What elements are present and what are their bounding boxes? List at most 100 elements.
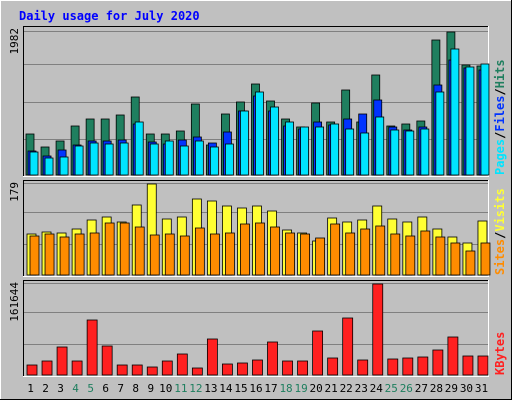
x-tick-label: 14 (219, 382, 233, 395)
bar-kbytes (86, 319, 98, 376)
bar-sites (240, 223, 250, 276)
bar-pages (330, 123, 340, 176)
x-tick-label: 15 (234, 382, 247, 395)
bar-pages (59, 156, 69, 176)
bar-kbytes (342, 317, 354, 376)
bar-sites (465, 250, 476, 276)
bar-sites (134, 226, 145, 276)
bar-kbytes (237, 362, 248, 376)
bar-sites (300, 233, 310, 276)
y-max-label-visits: 179 (8, 182, 21, 202)
bar-kbytes (252, 359, 263, 376)
bar-sites (330, 223, 341, 276)
x-tick-label: 7 (117, 382, 124, 395)
x-tick-label: 20 (310, 382, 323, 395)
x-tick-label: 28 (430, 382, 443, 395)
x-tick-label: 5 (87, 382, 94, 395)
bar-sites (450, 242, 461, 276)
bar-pages (134, 121, 144, 176)
bar-kbytes (312, 330, 324, 376)
bar-pages (255, 91, 264, 176)
x-tick-label: 1 (27, 382, 34, 395)
bar-sites (420, 230, 431, 276)
legend-visits-sites: Sites/Visits (493, 188, 507, 275)
chart-title: Daily usage for July 2020 (19, 9, 200, 23)
bar-kbytes (146, 366, 158, 376)
panel-hits-files-pages (23, 26, 490, 177)
legend-kbytes-label: KBytes (493, 332, 507, 375)
bar-sites (315, 237, 326, 276)
x-tick-label: 17 (264, 382, 277, 395)
bar-kbytes (26, 364, 38, 376)
bar-sites (345, 232, 356, 276)
bar-kbytes (191, 367, 203, 376)
bar-pages (179, 145, 189, 176)
bar-kbytes (477, 355, 489, 376)
x-tick-label: 24 (370, 382, 384, 395)
bar-pages (89, 142, 99, 176)
x-tick-label: 11 (174, 382, 187, 395)
x-tick-label: 30 (460, 382, 473, 395)
bar-kbytes (41, 360, 53, 376)
bar-kbytes (387, 358, 399, 376)
x-tick-label: 23 (355, 382, 368, 395)
bar-pages (435, 91, 445, 176)
y-max-label-hits: 1982 (8, 28, 21, 55)
bar-kbytes (417, 356, 429, 376)
bar-sites (29, 235, 40, 276)
x-tick-label: 2 (42, 382, 49, 395)
x-tick-label: 22 (340, 382, 353, 395)
bar-kbytes (116, 364, 128, 376)
x-tick-label: 26 (400, 382, 413, 395)
bar-pages (149, 143, 159, 176)
bar-sites (435, 236, 446, 276)
bar-pages (44, 157, 54, 176)
x-tick-label: 31 (475, 382, 488, 395)
bar-kbytes (131, 364, 143, 376)
x-tick-label: 8 (132, 382, 139, 395)
bar-sites (89, 232, 100, 276)
bar-pages (285, 121, 294, 176)
x-tick-label: 12 (189, 382, 202, 395)
bar-sites (59, 236, 70, 276)
bar-pages (74, 145, 84, 176)
bar-kbytes (462, 355, 474, 376)
bar-sites (104, 222, 115, 276)
bar-sites (194, 227, 205, 276)
bar-pages (119, 142, 129, 176)
bar-pages (300, 126, 309, 176)
bar-sites (179, 235, 190, 276)
bar-sites (255, 222, 265, 276)
bar-kbytes (447, 336, 459, 376)
x-tick-label: 18 (279, 382, 292, 395)
bar-pages (270, 106, 279, 176)
bar-sites (360, 228, 371, 276)
bar-sites (270, 226, 280, 276)
legend-visits: Visits (493, 188, 507, 231)
bar-pages (405, 130, 415, 176)
legend-sites: Sites (493, 239, 507, 275)
bar-pages (420, 128, 430, 176)
bar-kbytes (71, 360, 83, 376)
bar-kbytes (267, 341, 278, 376)
x-tick-label: 19 (294, 382, 307, 395)
bar-sites (375, 225, 386, 276)
x-tick-label: 21 (325, 382, 338, 395)
x-tick-label: 29 (445, 382, 458, 395)
legend-separator: / (493, 132, 507, 139)
bar-pages (345, 128, 355, 176)
bar-kbytes (176, 353, 188, 376)
bar-pages (164, 140, 174, 176)
x-axis-day-labels: 1 2 3 4 5 6 7 8 9 10 11 12 13 14 15 16 17 18 19 20 21 22 23 24 2… (27, 382, 488, 395)
legend-hits: Hits (493, 59, 507, 88)
legend-separator: / (493, 88, 507, 95)
panel-kbytes (23, 280, 489, 377)
bar-pages (360, 132, 370, 176)
bar-sites (119, 222, 130, 276)
legend-pages: Pages (493, 139, 507, 175)
bar-pages (375, 116, 385, 176)
legend-separator: / (493, 232, 507, 239)
bar-sites (149, 234, 160, 276)
bar-sites (164, 233, 175, 276)
